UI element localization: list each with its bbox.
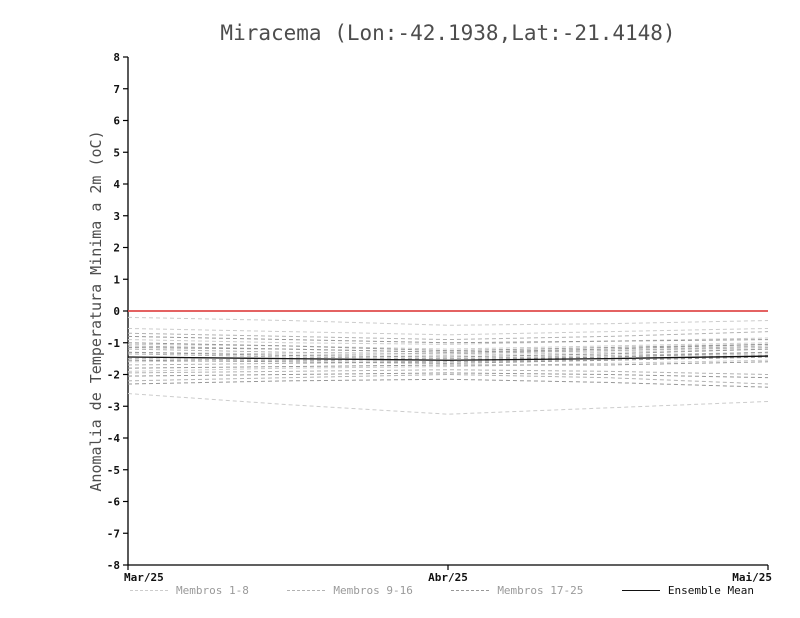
x-tick-label: Mai/25 bbox=[732, 571, 772, 584]
y-tick-label: -6 bbox=[107, 496, 121, 509]
y-tick-label: 4 bbox=[113, 178, 120, 191]
ensemble-member-line bbox=[127, 331, 769, 341]
y-tick-label: -1 bbox=[107, 337, 121, 350]
ensemble-member-line bbox=[127, 348, 769, 358]
y-tick-label: 2 bbox=[113, 242, 120, 255]
y-tick-label: 7 bbox=[113, 83, 120, 96]
y-tick-label: -8 bbox=[107, 559, 120, 572]
membros-1-8-line-sample bbox=[130, 590, 168, 591]
ensemble-member-line bbox=[127, 335, 769, 344]
y-tick-label: -2 bbox=[107, 369, 120, 382]
ensemble-member-line bbox=[127, 353, 769, 363]
chart-title: Miracema (Lon:-42.1938,Lat:-21.4148) bbox=[220, 21, 675, 45]
ensemble-member-line bbox=[127, 342, 769, 350]
ensemble-member-line bbox=[127, 337, 769, 345]
ensemble-member-line bbox=[127, 393, 769, 415]
membros-9-16-line-sample bbox=[287, 590, 326, 591]
y-tick-label: -3 bbox=[107, 400, 120, 413]
x-tick-label: Abr/25 bbox=[428, 571, 468, 584]
ensemble-member-line bbox=[127, 327, 769, 336]
legend-label: Ensemble Mean bbox=[667, 584, 754, 597]
y-tick-label: -4 bbox=[107, 432, 121, 445]
y-axis-label: Anomalia de Temperatura Minima a 2m (oC) bbox=[87, 130, 105, 491]
ensemble-member-line bbox=[127, 372, 769, 379]
ensemble-member-line bbox=[127, 316, 769, 326]
y-tick-label: 0 bbox=[113, 305, 120, 318]
ensemble-member-line bbox=[127, 369, 769, 375]
membros-17-25-line-sample bbox=[451, 590, 490, 591]
x-tick-label: Mar/25 bbox=[124, 571, 164, 584]
y-tick-label: 1 bbox=[113, 273, 120, 286]
legend-item-ensemble-mean: Ensemble Mean bbox=[621, 584, 754, 597]
legend-item-membros-17-25: Membros 17-25 bbox=[451, 584, 583, 597]
y-tick-label: -7 bbox=[107, 527, 120, 540]
ensemble-member-line bbox=[127, 347, 769, 355]
legend-label: Membros 17-25 bbox=[497, 584, 584, 597]
ensemble-member-line bbox=[127, 361, 769, 369]
ensemble-member-line bbox=[127, 373, 769, 385]
ensemble-mean-line-sample bbox=[621, 590, 660, 591]
y-tick-label: 5 bbox=[113, 146, 120, 159]
ensemble-member-line bbox=[127, 348, 769, 356]
ensemble-member-line bbox=[127, 359, 769, 372]
legend-item-membros-1-8: Membros 1-8 bbox=[130, 584, 249, 597]
ensemble-mean-line bbox=[127, 355, 769, 361]
series-lines bbox=[127, 310, 769, 415]
ensemble-member-line bbox=[127, 351, 769, 361]
ensemble-member-line bbox=[127, 342, 769, 352]
y-tick-label: 8 bbox=[113, 51, 120, 64]
legend-label: Membros 9-16 bbox=[333, 584, 413, 597]
y-tick-label: -5 bbox=[107, 464, 120, 477]
legend-item-membros-9-16: Membros 9-16 bbox=[287, 584, 413, 597]
legend: Membros 1-8 Membros 9-16 Membros 17-25 E… bbox=[130, 584, 754, 597]
ensemble-member-line bbox=[127, 356, 769, 364]
axes: -8 -7 -6 -5 -4 -3 -2 -1 0 1 2 3 4 5 6 7 8 Mar/25 Abr/25 Mai… bbox=[107, 51, 772, 584]
y-tick-label: 6 bbox=[113, 115, 120, 128]
ensemble-member-line bbox=[127, 345, 769, 353]
legend-label: Membros 1-8 bbox=[176, 584, 249, 597]
ensemble-member-line bbox=[127, 351, 769, 360]
ensemble-member-line bbox=[127, 378, 769, 388]
ensemble-member-line bbox=[127, 343, 769, 353]
y-tick-label: 3 bbox=[113, 210, 120, 223]
